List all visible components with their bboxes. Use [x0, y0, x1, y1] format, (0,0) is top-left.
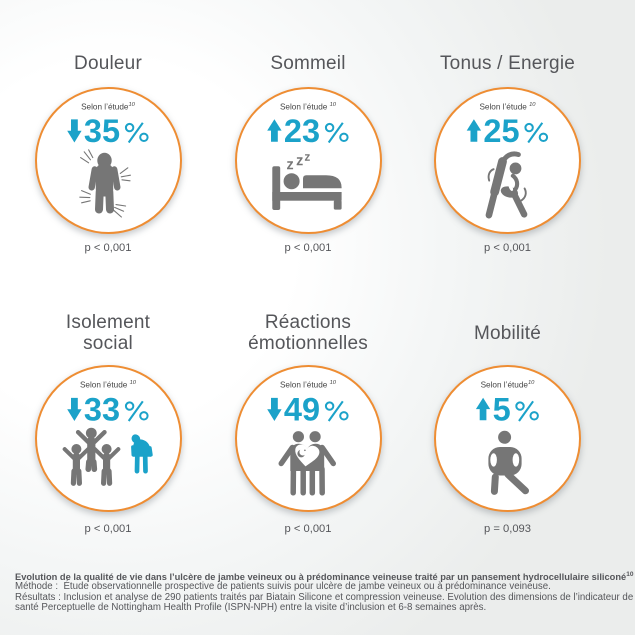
- svg-text:33: 33: [84, 391, 120, 427]
- svg-text:z: z: [296, 153, 303, 168]
- svg-text:5: 5: [493, 391, 511, 427]
- svg-text:25: 25: [483, 113, 519, 149]
- svg-text:z: z: [305, 151, 311, 163]
- svg-text:23: 23: [284, 113, 320, 149]
- svg-text:35: 35: [84, 113, 120, 149]
- svg-text:z: z: [287, 157, 294, 172]
- svg-text:49: 49: [284, 391, 320, 427]
